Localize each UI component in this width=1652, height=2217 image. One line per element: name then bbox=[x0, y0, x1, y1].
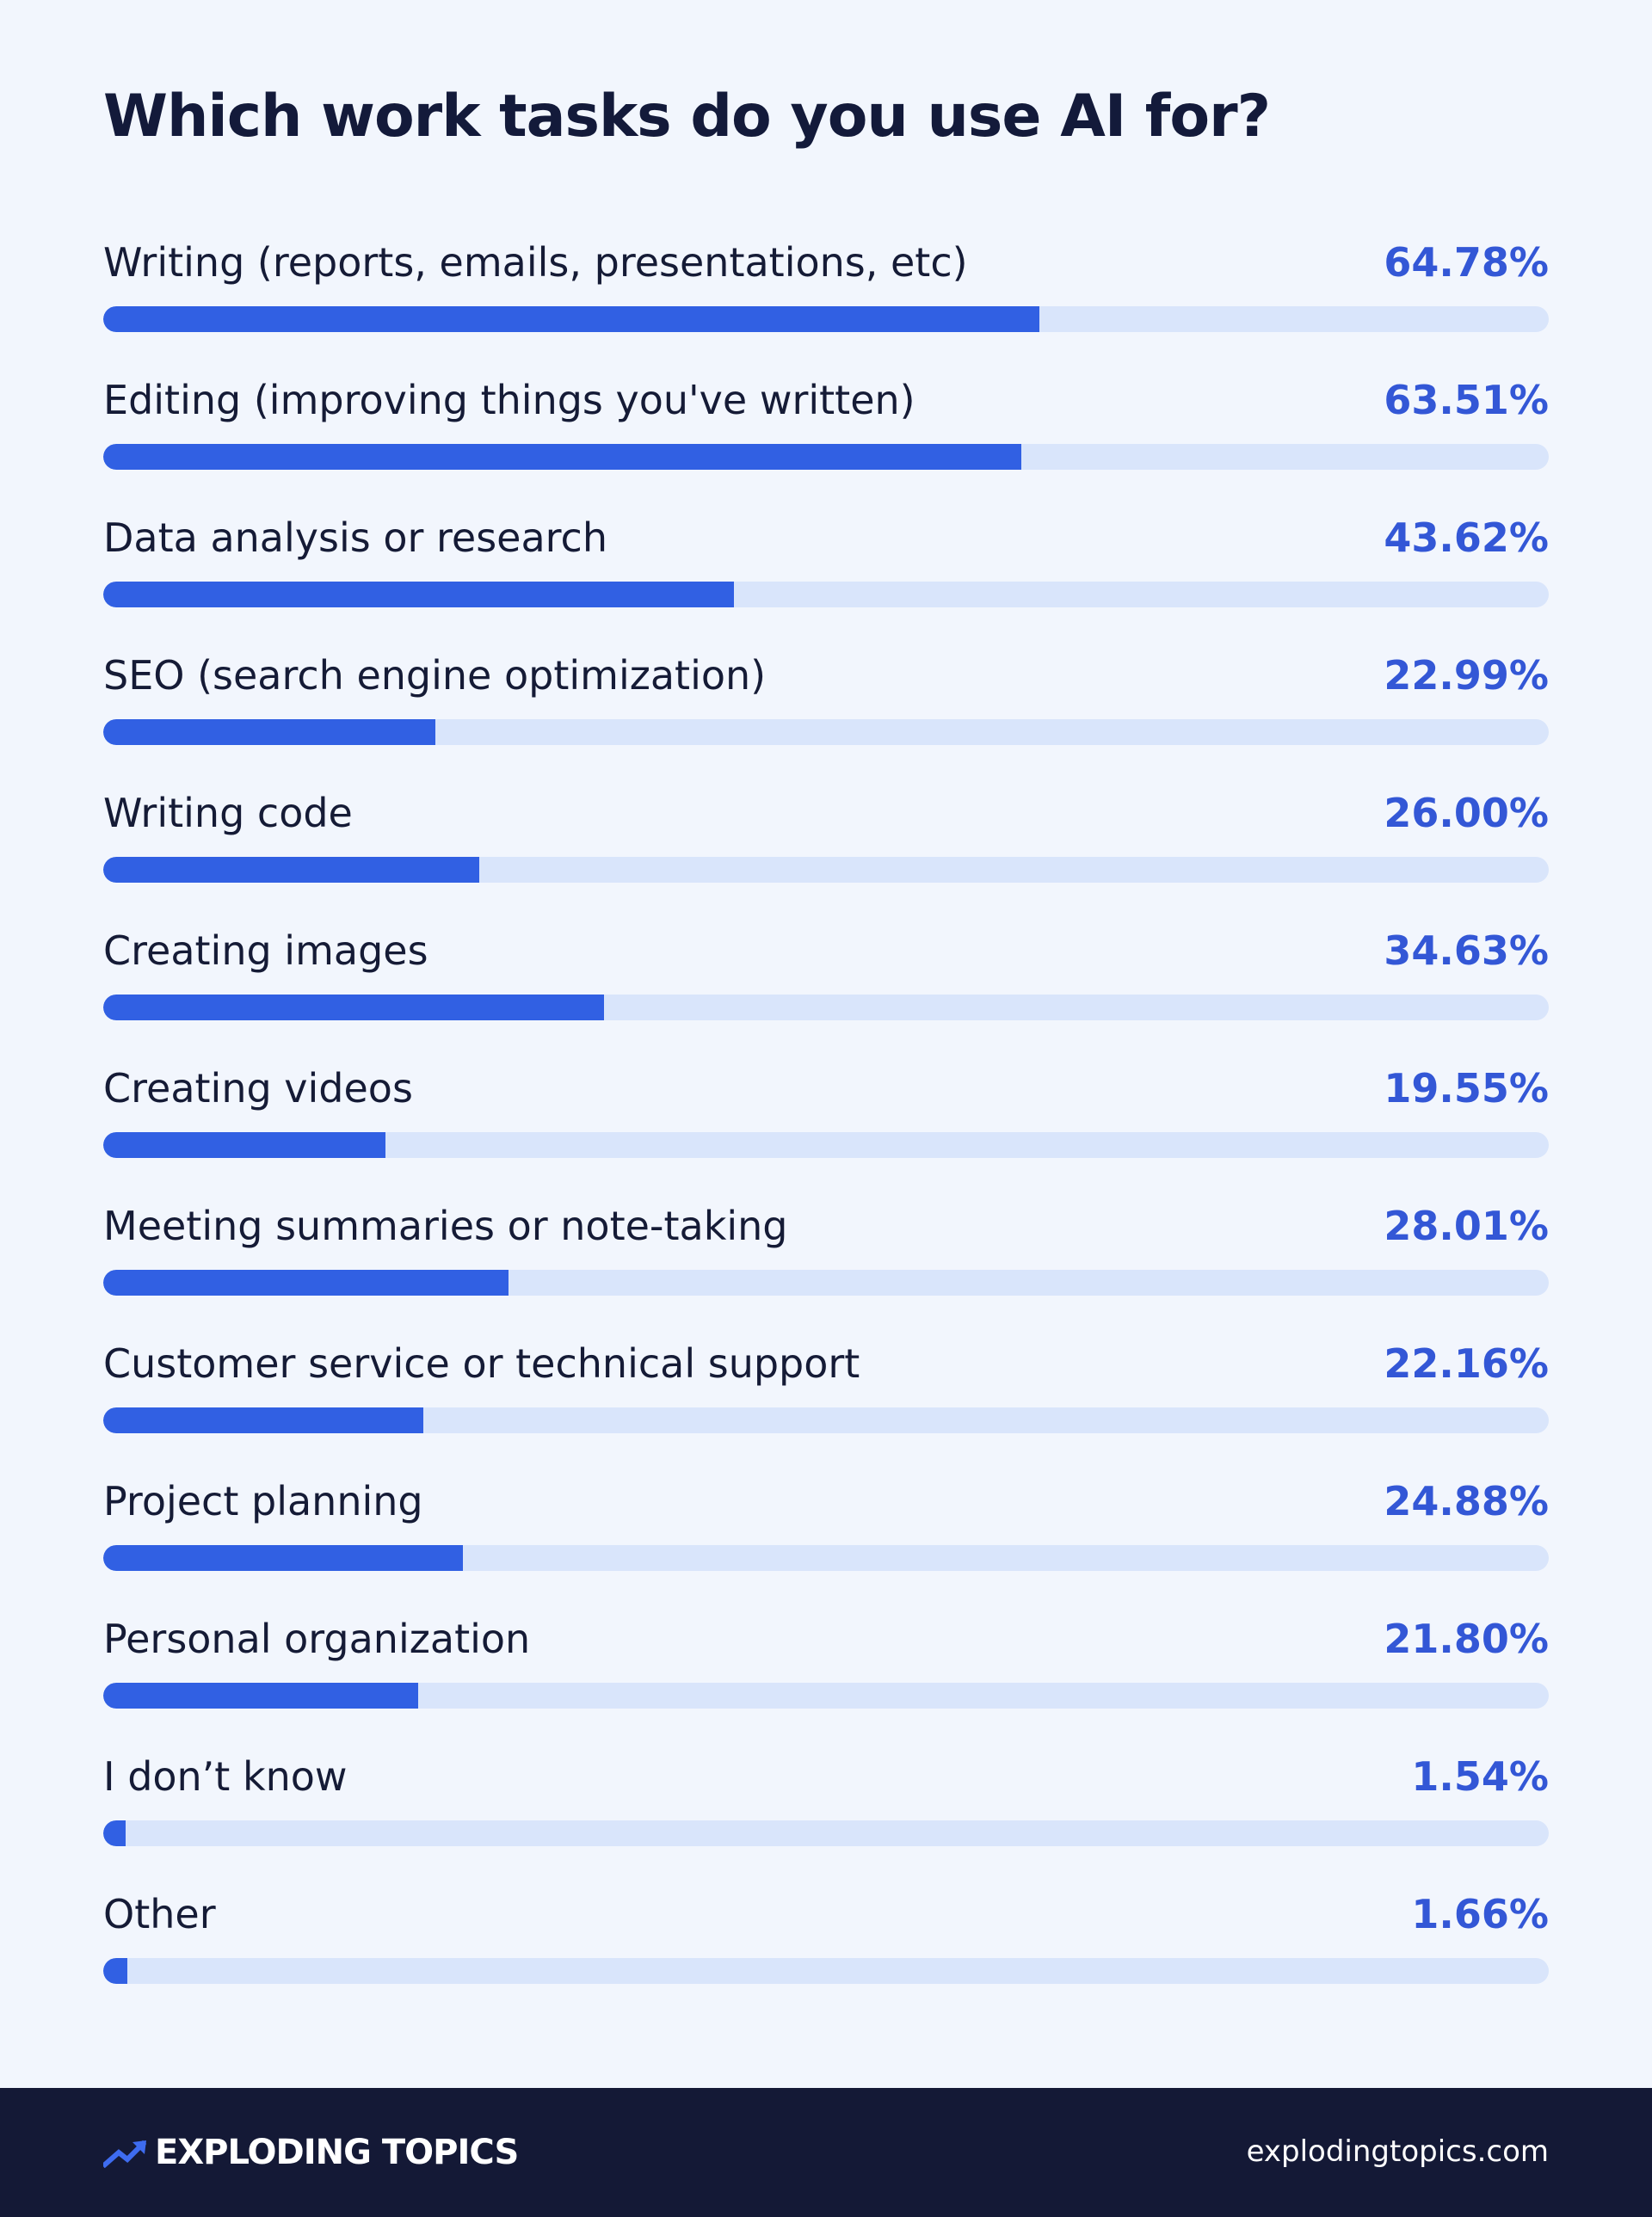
bar-track bbox=[103, 1407, 1549, 1433]
bar bbox=[103, 857, 479, 883]
value-label: 22.99% bbox=[1384, 652, 1549, 699]
bar-row: Writing (reports, emails, presentations,… bbox=[103, 232, 1549, 370]
category-label: SEO (search engine optimization) bbox=[103, 652, 767, 699]
bar bbox=[103, 582, 734, 607]
bar bbox=[103, 1545, 463, 1571]
category-label: Other bbox=[103, 1891, 216, 1937]
bar-track bbox=[103, 1270, 1549, 1296]
bar-track bbox=[103, 444, 1549, 470]
category-label: Creating images bbox=[103, 927, 428, 974]
category-label: Customer service or technical support bbox=[103, 1340, 860, 1387]
bar-track bbox=[103, 1683, 1549, 1709]
category-label: Meeting summaries or note-taking bbox=[103, 1203, 788, 1249]
bar-track bbox=[103, 719, 1549, 745]
category-label: Project planning bbox=[103, 1478, 423, 1524]
value-label: 24.88% bbox=[1384, 1478, 1549, 1524]
category-label: Writing (reports, emails, presentations,… bbox=[103, 239, 968, 286]
bar-row: Customer service or technical support 22.… bbox=[103, 1333, 1549, 1471]
category-label: Creating videos bbox=[103, 1065, 413, 1112]
trending-up-icon bbox=[103, 2140, 147, 2168]
bar bbox=[103, 1958, 127, 1984]
category-label: Personal organization bbox=[103, 1616, 531, 1662]
value-label: 22.16% bbox=[1384, 1340, 1549, 1387]
bar bbox=[103, 719, 436, 745]
bar-chart: Writing (reports, emails, presentations,… bbox=[103, 232, 1549, 2022]
value-label: 19.55% bbox=[1384, 1065, 1549, 1112]
bar-row: Meeting summaries or note-taking 28.01% bbox=[103, 1196, 1549, 1333]
bar bbox=[103, 1820, 126, 1846]
chart-title: Which work tasks do you use AI for? bbox=[103, 83, 1271, 151]
bar-track bbox=[103, 1820, 1549, 1846]
bar-row: Other 1.66% bbox=[103, 1884, 1549, 2022]
bar bbox=[103, 1132, 386, 1158]
value-label: 63.51% bbox=[1384, 377, 1549, 423]
bar-row: Personal organization 21.80% bbox=[103, 1609, 1549, 1746]
value-label: 28.01% bbox=[1384, 1203, 1549, 1249]
bar-track bbox=[103, 306, 1549, 332]
bar-track bbox=[103, 995, 1549, 1020]
bar-track bbox=[103, 1545, 1549, 1571]
bar-row: I don’t know 1.54% bbox=[103, 1746, 1549, 1884]
bar bbox=[103, 1683, 419, 1709]
value-label: 1.54% bbox=[1411, 1753, 1549, 1800]
bar-track bbox=[103, 1958, 1549, 1984]
value-label: 64.78% bbox=[1384, 239, 1549, 286]
bar-track bbox=[103, 1132, 1549, 1158]
footer: EXPLODING TOPICS explodingtopics.com bbox=[0, 2088, 1652, 2217]
bar-row: SEO (search engine optimization) 22.99% bbox=[103, 645, 1549, 783]
category-label: Writing code bbox=[103, 790, 353, 836]
value-label: 34.63% bbox=[1384, 927, 1549, 974]
bar-row: Data analysis or research 43.62% bbox=[103, 508, 1549, 645]
site-link[interactable]: explodingtopics.com bbox=[1246, 2134, 1549, 2169]
bar bbox=[103, 995, 604, 1020]
value-label: 21.80% bbox=[1384, 1616, 1549, 1662]
value-label: 43.62% bbox=[1384, 514, 1549, 561]
value-label: 1.66% bbox=[1411, 1891, 1549, 1937]
category-label: Editing (improving things you've written… bbox=[103, 377, 915, 423]
bar-row: Creating images 34.63% bbox=[103, 921, 1549, 1058]
value-label: 26.00% bbox=[1384, 790, 1549, 836]
category-label: I don’t know bbox=[103, 1753, 348, 1800]
bar bbox=[103, 1270, 509, 1296]
brand-logo[interactable]: EXPLODING TOPICS bbox=[103, 2131, 519, 2174]
bar bbox=[103, 1407, 424, 1433]
category-label: Data analysis or research bbox=[103, 514, 608, 561]
bar bbox=[103, 306, 1040, 332]
bar-row: Creating videos 19.55% bbox=[103, 1058, 1549, 1196]
bar bbox=[103, 444, 1021, 470]
bar-row: Writing code 26.00% bbox=[103, 783, 1549, 921]
bar-row: Editing (improving things you've written… bbox=[103, 370, 1549, 508]
brand-name: EXPLODING TOPICS bbox=[155, 2133, 519, 2172]
bar-track bbox=[103, 582, 1549, 607]
bar-row: Project planning 24.88% bbox=[103, 1471, 1549, 1609]
bar-track bbox=[103, 857, 1549, 883]
